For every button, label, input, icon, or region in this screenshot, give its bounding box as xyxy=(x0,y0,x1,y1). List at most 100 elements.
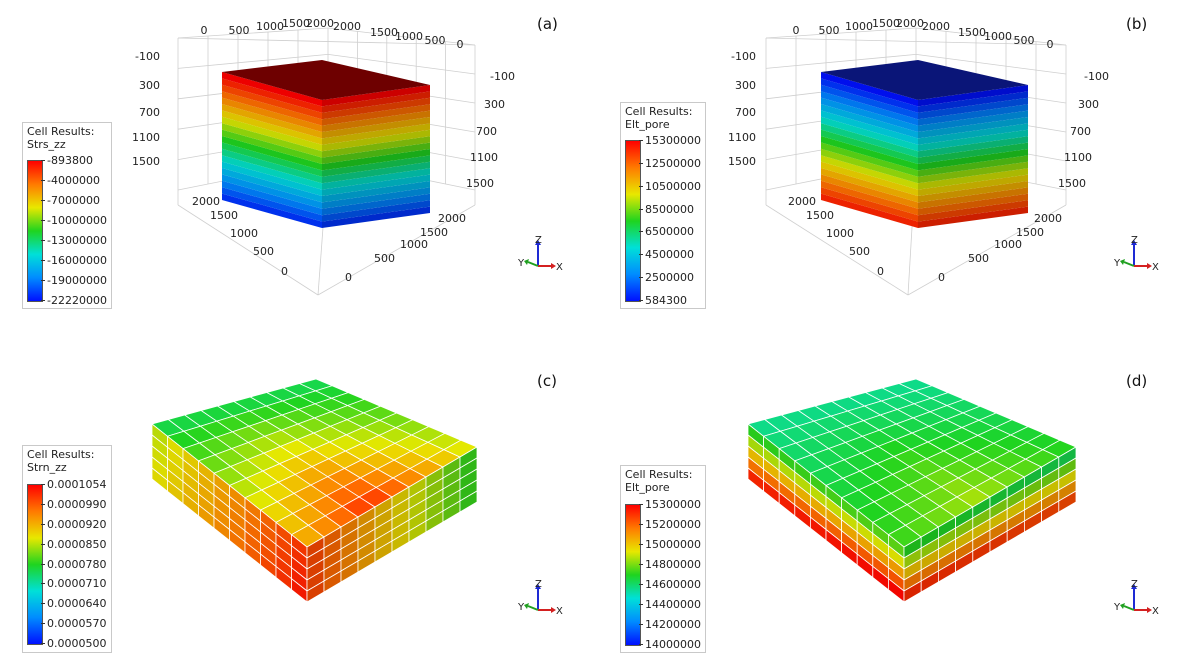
axis-tick-label: 1000 xyxy=(230,227,258,240)
legend-label: -7000000 xyxy=(47,194,100,207)
axis-tick-label: 1500 xyxy=(282,17,310,30)
axis-tick-label: 300 xyxy=(735,79,756,92)
box-right-face-layer xyxy=(918,193,1028,216)
box-left-face-layer xyxy=(821,84,918,120)
panel-d: (d) Cell Results: Elt_pore 15300000 15200… xyxy=(596,332,1192,664)
box-right-face-layer xyxy=(918,155,1028,177)
box-right-face-layer xyxy=(322,142,430,164)
axis-tick-label: 2000 xyxy=(1034,212,1062,225)
box-right-face-layer xyxy=(322,110,430,132)
axis-tick-label: 300 xyxy=(484,98,505,111)
y-axis-arrow xyxy=(1123,261,1135,267)
box-right-face-layer xyxy=(918,168,1028,190)
legend-tick xyxy=(41,220,45,221)
box-left-face-layer xyxy=(222,148,322,184)
legend-label: 12500000 xyxy=(645,156,701,170)
box-left-face-layer xyxy=(222,91,322,126)
legend-label: 0.0000640 xyxy=(47,597,107,611)
legend-label: 8500000 xyxy=(645,202,694,216)
box-left-face-layer xyxy=(821,78,918,113)
y-axis-arrow xyxy=(527,605,539,611)
axis-tick-label: 2000 xyxy=(306,17,334,30)
axis-tick-label: 1500 xyxy=(466,177,494,190)
axis-tick-label: 1000 xyxy=(826,227,854,240)
box-right-face-layer xyxy=(322,193,430,216)
box-left-face-layer xyxy=(222,161,322,196)
legend-label: 15300000 xyxy=(645,498,701,511)
z-axis-label: Z xyxy=(535,236,542,246)
axis-tick-label: 500 xyxy=(374,252,395,265)
legend-label: 14400000 xyxy=(645,598,701,611)
grid-side-cell xyxy=(1058,490,1077,513)
box-left-face-layer xyxy=(222,97,322,132)
box-right-face-layer xyxy=(918,123,1028,145)
box-right-face-layer xyxy=(918,161,1028,184)
box-right-face-layer xyxy=(322,161,430,184)
box-right-face-layer xyxy=(918,104,1028,126)
legend-tick xyxy=(41,200,45,201)
box-right-face-layer xyxy=(322,206,430,228)
axis-tick-label: 2000 xyxy=(896,17,924,30)
axis-tick-label: 700 xyxy=(476,125,497,138)
legend-label: 14800000 xyxy=(645,558,701,571)
legend-label: 0.0000780 xyxy=(47,557,107,571)
box-left-face-layer xyxy=(821,193,918,228)
orientation-triad: Z X Y xyxy=(1113,579,1160,620)
axis-tick-label: 500 xyxy=(968,252,989,265)
axis-tick-label: 0 xyxy=(345,271,352,284)
axis-tick-label: 0 xyxy=(877,265,884,278)
legend-label: 14000000 xyxy=(645,638,701,651)
axis-tick-label: 1500 xyxy=(728,155,756,168)
panel-b: 0 500 1000 1500 2000 2000 1500 1000 500 0 -100 300 7… xyxy=(596,0,1192,332)
y-axis-label: Y xyxy=(1114,258,1121,269)
box-right-face-layer xyxy=(322,136,430,158)
orientation-triad: Z X Y xyxy=(1113,235,1160,276)
orientation-triad: Z X Y xyxy=(517,579,564,620)
legend-label: -10000000 xyxy=(47,214,107,227)
legend-label: 10500000 xyxy=(645,179,701,193)
legend-color-bar xyxy=(625,504,641,646)
axis-tick-label: 700 xyxy=(1070,125,1091,138)
box-left-face-layer xyxy=(821,91,918,126)
x-axis-label: X xyxy=(556,262,563,273)
box-left-face-layer xyxy=(821,136,918,171)
box-left-face-layer xyxy=(821,155,918,190)
box-left-face-layer xyxy=(222,104,322,139)
grid-scene[interactable] xyxy=(0,332,596,664)
legend-tick xyxy=(639,624,643,625)
box-right-face-layer xyxy=(918,91,1028,113)
box-left-face-layer xyxy=(222,136,322,171)
box-left-face-layer xyxy=(222,155,322,190)
color-legend: Cell Results: Strs_zz -893800 -4000000 -70… xyxy=(22,122,112,309)
legend-tick xyxy=(639,644,643,645)
box-left-face-layer xyxy=(821,174,918,209)
axis-tick-label: 1000 xyxy=(395,30,423,43)
legend-label: 0.0000570 xyxy=(47,617,107,631)
legend-label: 15200000 xyxy=(645,518,701,531)
box-right-face-layer xyxy=(918,129,1028,152)
legend-tick xyxy=(41,603,45,605)
legend-tick xyxy=(639,254,643,256)
axis-tick-label: 700 xyxy=(139,106,160,119)
box-left-face-layer xyxy=(222,187,322,222)
legend-title-1: Cell Results: xyxy=(625,468,693,481)
legend-label: 15000000 xyxy=(645,538,701,551)
color-legend: Cell Results: Elt_pore 15300000 12500000 1… xyxy=(620,102,706,309)
legend-label: 0.0000500 xyxy=(47,637,107,650)
box-left-face-layer xyxy=(222,116,322,152)
box-right-face-layer xyxy=(918,200,1028,222)
grid-scene[interactable] xyxy=(596,332,1192,664)
box-right-face-layer xyxy=(918,181,1028,203)
axis-tick-label: 1500 xyxy=(132,155,160,168)
color-legend: Cell Results: Strn_zz 0.0001054 0.0000990… xyxy=(22,445,112,653)
box-left-face-layer xyxy=(222,84,322,120)
box-right-face-layer xyxy=(918,136,1028,158)
x-axis-label: X xyxy=(556,606,563,617)
axis-tick-label: 1500 xyxy=(1058,177,1086,190)
axis-tick-label: 0 xyxy=(938,271,945,284)
box-left-face-layer xyxy=(821,123,918,158)
box-left-face-layer xyxy=(222,78,322,113)
box-left-face-layer xyxy=(821,104,918,139)
